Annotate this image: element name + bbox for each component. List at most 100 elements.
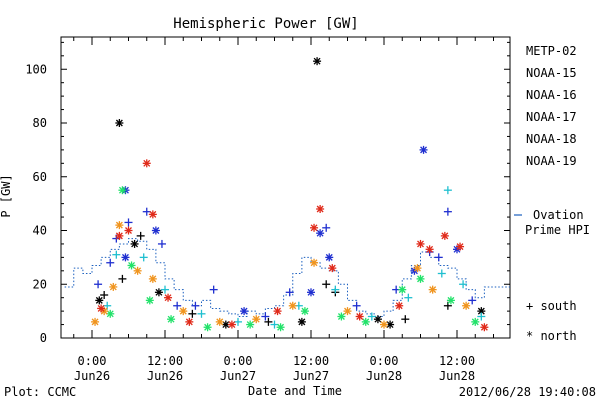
data-point bbox=[462, 301, 471, 310]
legend-item: NOAA-15 bbox=[526, 66, 577, 80]
timestamp: 2012/06/28 19:40:08 bbox=[459, 385, 596, 399]
data-point bbox=[151, 226, 160, 235]
data-point bbox=[337, 312, 346, 321]
data-point bbox=[443, 207, 452, 216]
data-point bbox=[310, 258, 319, 267]
data-point bbox=[477, 312, 486, 321]
data-point bbox=[459, 280, 468, 289]
y-tick-label: 40 bbox=[33, 224, 47, 238]
data-point bbox=[322, 280, 331, 289]
data-point bbox=[416, 274, 425, 283]
data-point bbox=[164, 293, 173, 302]
marker-legend: + south * north bbox=[526, 299, 577, 343]
ovation-step-line bbox=[64, 238, 510, 317]
data-point bbox=[167, 315, 176, 324]
legend-item: METP-02 bbox=[526, 44, 577, 58]
data-point bbox=[124, 218, 133, 227]
x-tick-label-date: Jun28 bbox=[439, 369, 475, 383]
plot-credit: Plot: CCMC bbox=[4, 385, 76, 399]
marker-legend-item: * north bbox=[526, 329, 577, 343]
ovation-line bbox=[64, 238, 510, 317]
x-tick-label-date: Jun27 bbox=[220, 369, 256, 383]
data-point bbox=[100, 291, 109, 299]
data-point bbox=[361, 317, 370, 326]
data-point bbox=[373, 315, 382, 324]
data-point bbox=[261, 312, 270, 321]
data-point bbox=[416, 239, 425, 248]
data-point bbox=[443, 186, 452, 195]
x-tick-label-time: 12:00 bbox=[147, 354, 183, 368]
data-point bbox=[316, 205, 325, 213]
data-point bbox=[185, 317, 194, 326]
data-point bbox=[446, 296, 455, 305]
x-tick-label-time: 12:00 bbox=[293, 354, 329, 368]
data-point bbox=[273, 307, 282, 316]
data-point bbox=[480, 323, 489, 332]
data-point bbox=[215, 317, 224, 326]
data-point bbox=[106, 309, 115, 318]
data-point bbox=[285, 288, 294, 297]
data-point bbox=[118, 186, 127, 195]
data-point bbox=[419, 145, 428, 154]
data-point bbox=[440, 231, 449, 240]
data-point bbox=[127, 261, 136, 270]
data-point bbox=[188, 309, 197, 318]
x-tick-label-date: Jun26 bbox=[147, 369, 183, 383]
data-point bbox=[380, 320, 388, 329]
data-point bbox=[148, 210, 157, 219]
data-point bbox=[227, 320, 236, 329]
data-point bbox=[325, 253, 334, 262]
data-point bbox=[328, 264, 337, 273]
y-axis: 0 20 40 60 80 100 bbox=[25, 41, 510, 345]
y-tick-label: 0 bbox=[40, 331, 47, 345]
data-points bbox=[91, 57, 489, 332]
data-point bbox=[97, 304, 106, 313]
data-point bbox=[136, 231, 145, 240]
ovation-label-line2: Prime HPI bbox=[525, 223, 590, 237]
x-tick-label-time: 12:00 bbox=[439, 354, 475, 368]
y-tick-label: 20 bbox=[33, 277, 47, 291]
legend: METP-02 NOAA-15 NOAA-16 NOAA-17 NOAA-18 NOAA-… bbox=[526, 44, 577, 168]
y-tick-label: 80 bbox=[33, 116, 47, 130]
data-point bbox=[203, 323, 212, 332]
y-tick-label: 100 bbox=[25, 62, 47, 76]
data-point bbox=[109, 282, 118, 291]
data-point bbox=[197, 309, 206, 318]
data-point bbox=[139, 253, 148, 262]
data-point bbox=[322, 223, 331, 232]
data-point bbox=[95, 296, 104, 305]
x-axis-label: Date and Time bbox=[248, 384, 342, 398]
data-point bbox=[367, 312, 376, 321]
y-axis-label: P [GW] bbox=[0, 174, 13, 217]
data-point bbox=[355, 312, 364, 321]
data-point bbox=[288, 301, 297, 310]
data-point bbox=[221, 320, 230, 329]
data-point bbox=[425, 245, 434, 254]
data-point bbox=[148, 274, 157, 283]
data-point bbox=[331, 285, 340, 294]
data-point bbox=[276, 323, 285, 332]
legend-item: NOAA-16 bbox=[526, 88, 577, 102]
legend-item: NOAA-17 bbox=[526, 110, 577, 124]
data-point bbox=[264, 317, 273, 326]
legend-item: NOAA-18 bbox=[526, 132, 577, 146]
data-point bbox=[112, 250, 121, 259]
x-axis: 0:00Jun2612:00Jun260:00Jun2712:00Jun270:… bbox=[73, 37, 494, 383]
data-point bbox=[157, 239, 166, 248]
data-point bbox=[404, 293, 413, 302]
x-tick-label-date: Jun28 bbox=[366, 369, 402, 383]
data-point bbox=[234, 317, 242, 326]
x-tick-label-date: Jun26 bbox=[74, 369, 110, 383]
legend-item: NOAA-19 bbox=[526, 154, 577, 168]
data-point bbox=[94, 280, 103, 289]
data-point bbox=[154, 288, 163, 297]
data-point bbox=[124, 226, 133, 235]
data-point bbox=[307, 288, 315, 297]
data-point bbox=[252, 315, 261, 324]
data-point bbox=[91, 317, 100, 326]
data-point bbox=[115, 221, 124, 230]
data-point bbox=[115, 119, 124, 127]
x-tick-label-date: Jun27 bbox=[293, 369, 329, 383]
data-point bbox=[310, 223, 319, 232]
